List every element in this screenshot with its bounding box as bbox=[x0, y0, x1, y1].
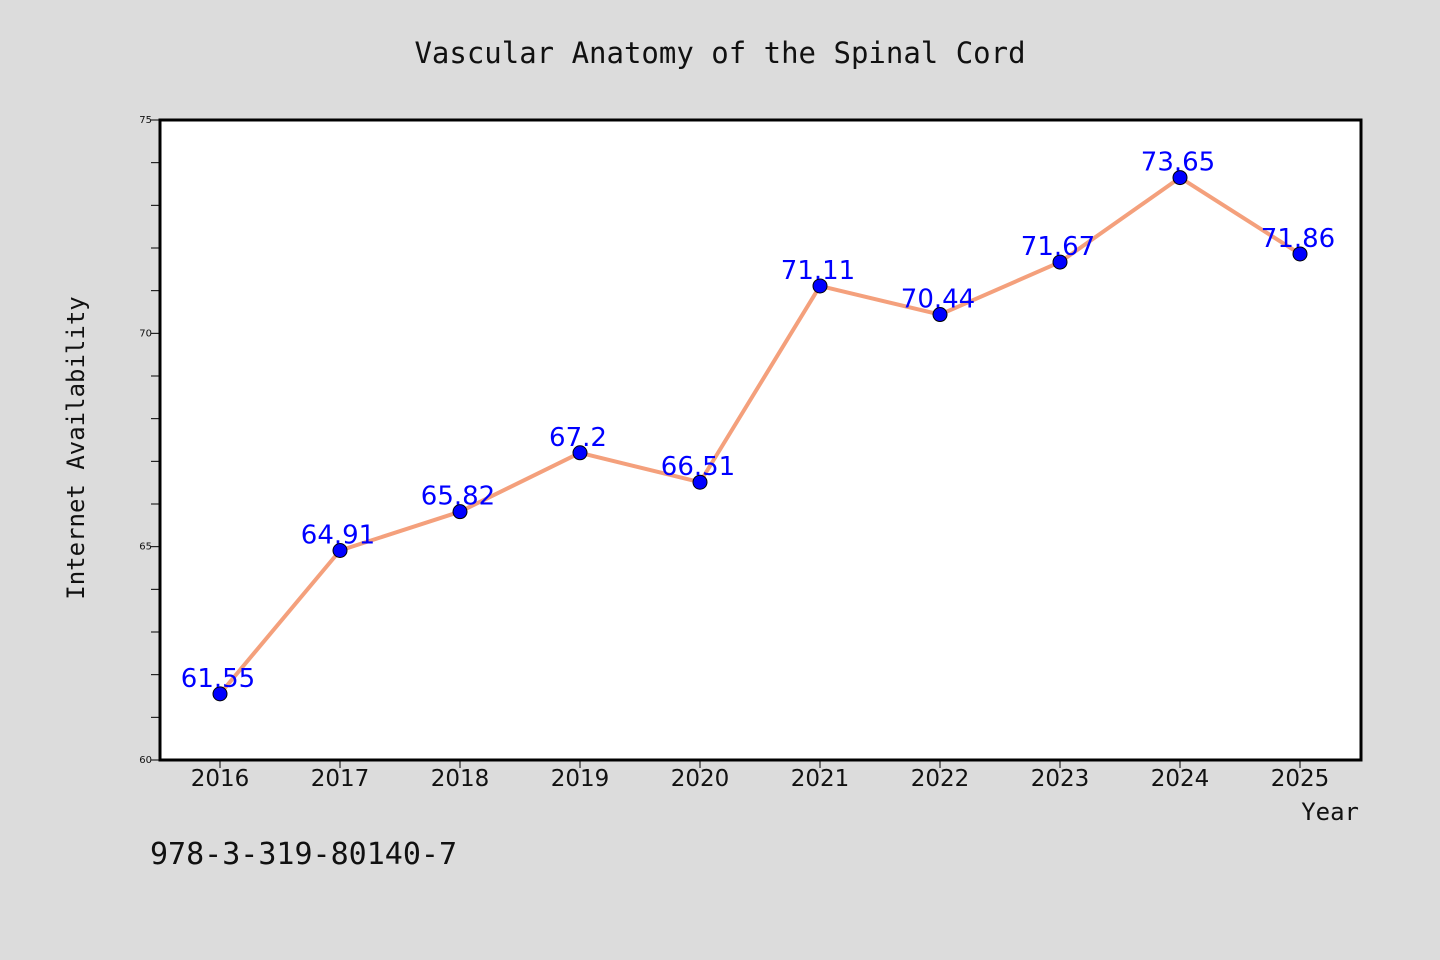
data-point bbox=[452, 504, 468, 520]
data-point bbox=[812, 278, 828, 294]
series-line bbox=[218, 175, 1302, 696]
data-point bbox=[1052, 254, 1068, 270]
plot-area bbox=[158, 118, 1363, 762]
data-label: 65.82 bbox=[421, 482, 495, 512]
y-tick-label: 65 bbox=[139, 542, 152, 553]
data-point bbox=[1292, 246, 1308, 262]
data-label: 67.2 bbox=[549, 423, 607, 453]
y-tick-label: 75 bbox=[139, 115, 152, 126]
series-layer: 61.55 64.91 65.82 67.2 66.51 71.11 70.44 71.67 7… bbox=[181, 148, 1335, 702]
data-label: 73.65 bbox=[1141, 148, 1215, 178]
data-label: 64.91 bbox=[301, 521, 375, 551]
x-axis-label: Year bbox=[1301, 798, 1359, 826]
data-point bbox=[1172, 170, 1188, 186]
data-point bbox=[212, 686, 228, 702]
y-axis-ticks: 60 65 70 75 bbox=[139, 115, 152, 766]
x-tick-label: 2022 bbox=[911, 766, 970, 792]
data-label: 71.67 bbox=[1021, 232, 1095, 262]
data-label: 70.44 bbox=[901, 285, 975, 315]
data-point bbox=[572, 445, 588, 461]
x-tick-label: 2023 bbox=[1031, 766, 1090, 792]
data-point bbox=[332, 543, 348, 559]
data-label: 71.86 bbox=[1261, 224, 1335, 254]
x-tick-label: 2016 bbox=[191, 766, 250, 792]
x-tick-label: 2019 bbox=[551, 766, 610, 792]
data-label: 66.51 bbox=[661, 452, 735, 482]
chart-title: Vascular Anatomy of the Spinal Cord bbox=[414, 36, 1025, 70]
x-tick-label: 2018 bbox=[431, 766, 490, 792]
isbn-annotation: 978-3-319-80140-7 bbox=[150, 837, 457, 872]
x-tick-label: 2024 bbox=[1151, 766, 1210, 792]
data-label: 71.11 bbox=[781, 256, 855, 286]
x-tick-label: 2017 bbox=[311, 766, 370, 792]
y-tick-label: 60 bbox=[139, 755, 152, 766]
x-tick-label: 2021 bbox=[791, 766, 850, 792]
data-label: 61.55 bbox=[181, 664, 255, 694]
data-point bbox=[692, 474, 708, 490]
data-point bbox=[932, 307, 948, 323]
x-axis-ticks: 2016 2017 2018 2019 2020 2021 2022 2023 2024 2025 bbox=[191, 760, 1330, 792]
y-minor-ticks bbox=[151, 119, 160, 761]
x-tick-label: 2025 bbox=[1271, 766, 1330, 792]
y-axis-label: Internet Availability bbox=[62, 296, 90, 599]
y-tick-label: 70 bbox=[139, 328, 152, 339]
x-tick-label: 2020 bbox=[671, 766, 730, 792]
